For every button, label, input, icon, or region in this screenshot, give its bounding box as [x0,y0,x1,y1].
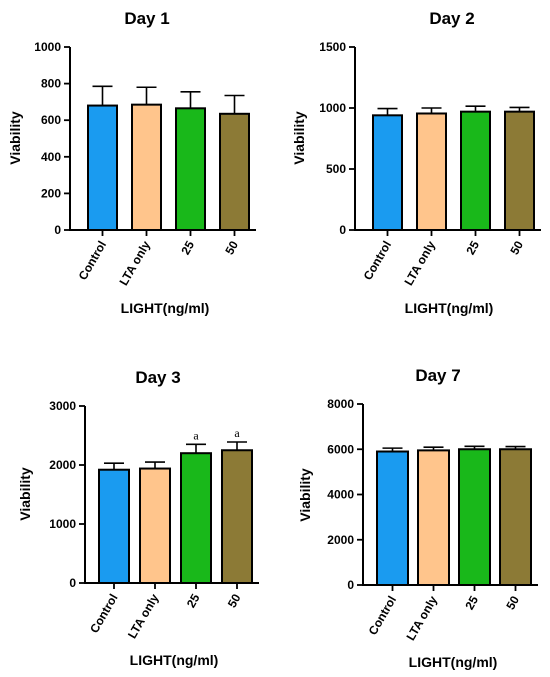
bar-2 [416,112,447,231]
bar-2 [417,449,450,586]
x-tick-label: 25 [184,591,203,610]
y-tick-label: 8000 [327,397,354,411]
y-tick-label: 1000 [34,40,61,54]
y-tick-label: 500 [326,162,346,176]
x-tick-label: 25 [178,238,197,257]
x-tick-label: LTA only [116,238,153,288]
chart-panel-2: Day 2 Viability LIGHT(ng/ml) Control LTA onl… [291,9,541,316]
x-tick-label: Control [366,594,399,638]
y-tick-label: 6000 [327,442,354,456]
y-tick-label: 1000 [319,101,346,115]
y-tick-label: 200 [41,186,61,200]
y-tick-label: 0 [347,578,354,592]
y-tick-label: 800 [41,77,61,91]
x-tick-label: LTA only [403,593,440,643]
chart-panel-1: Day 1 Viability LIGHT(ng/ml) Control LTA onl… [7,9,256,316]
chart-title: Day 3 [135,368,180,387]
x-axis-label: LIGHT(ng/ml) [405,300,494,316]
bar-2 [139,467,171,585]
bar-3 [180,452,212,585]
y-tick-label: 4000 [327,488,354,502]
bar-4 [499,448,532,586]
y-tick-label: 1500 [319,40,346,54]
bar-1 [98,468,130,584]
bar-1 [87,104,118,231]
y-tick-label: 0 [339,223,346,237]
bar-4 [504,110,535,231]
significance-annotation: a [193,428,199,442]
y-tick-label: 2000 [327,533,354,547]
y-tick-label: 0 [69,576,76,590]
y-tick-label: 600 [41,113,61,127]
x-tick-label: Control [361,239,394,283]
x-tick-label: LTA only [125,591,162,641]
significance-annotation: a [234,426,240,440]
y-tick-label: 1000 [49,517,76,531]
chart-title: Day 7 [415,366,460,385]
y-axis-label: Viability [297,468,313,522]
chart-title: Day 2 [429,9,474,28]
x-axis-label: LIGHT(ng/ml) [130,652,219,668]
x-tick-label: Control [87,592,120,636]
x-tick-label: 50 [503,593,522,612]
bar-4 [221,449,253,584]
y-tick-label: 0 [54,223,61,237]
y-tick-label: 3000 [49,399,76,413]
chart-panel-4: Day 7 Viability LIGHT(ng/ml) Control LTA onl… [297,366,538,670]
y-tick-label: 2000 [49,458,76,472]
x-tick-label: 25 [463,238,482,257]
bar-3 [175,107,206,231]
x-axis-label: LIGHT(ng/ml) [409,654,498,670]
bar-4 [219,112,250,231]
chart-title: Day 1 [124,9,169,28]
y-axis-label: Viability [291,111,307,165]
y-axis-label: Viability [7,111,23,165]
y-tick-label: 400 [41,150,61,164]
x-tick-label: LTA only [401,238,438,288]
x-tick-label: 50 [507,238,526,257]
x-tick-label: 50 [225,591,244,610]
x-tick-label: 25 [462,593,481,612]
x-tick-label: 50 [222,238,241,257]
bar-3 [460,110,491,231]
x-axis-label: LIGHT(ng/ml) [121,300,210,316]
x-tick-label: Control [76,239,109,283]
bar-2 [131,103,162,231]
bar-1 [376,450,409,587]
bar-1 [372,114,403,231]
y-axis-label: Viability [17,467,33,521]
chart-panel-3: Day 3 Viability LIGHT(ng/ml) Control LTA onl… [17,368,259,668]
bar-3 [458,448,491,586]
